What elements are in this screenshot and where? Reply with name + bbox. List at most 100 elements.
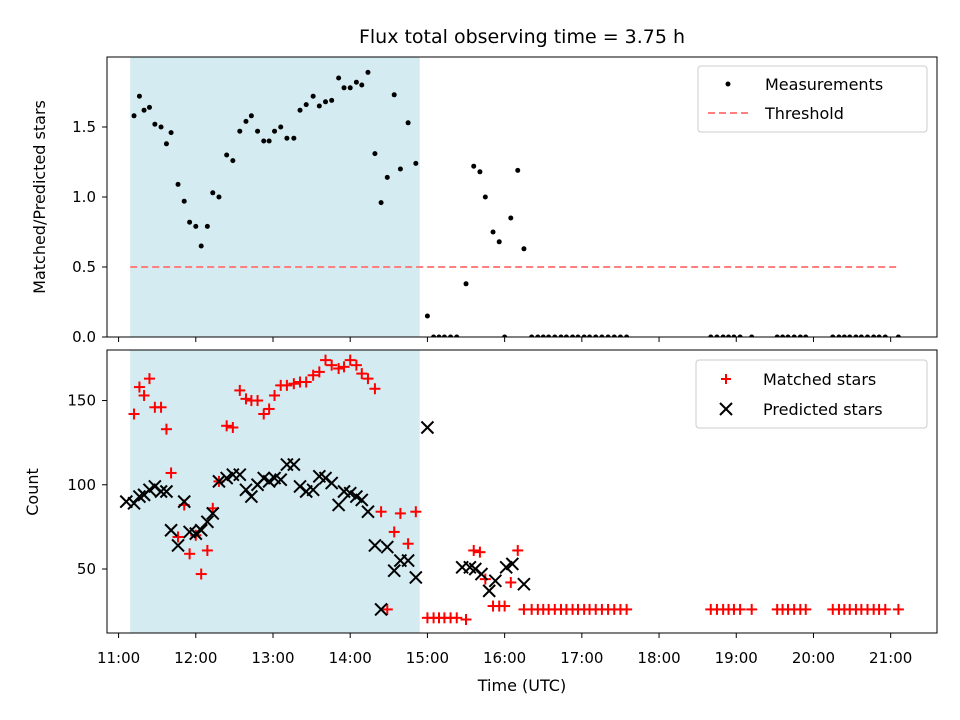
measurement-point bbox=[365, 69, 371, 75]
top-ylabel: Matched/Predicted stars bbox=[30, 100, 49, 294]
matched-star-point bbox=[221, 420, 233, 432]
predicted-star-point bbox=[212, 474, 226, 489]
bottom-xtick-label: 19:00 bbox=[715, 649, 758, 667]
measurement-point bbox=[266, 138, 272, 144]
predicted-star-point bbox=[164, 523, 178, 537]
predicted-star-point bbox=[200, 515, 215, 529]
legend-predicted-label: Predicted stars bbox=[763, 400, 883, 419]
matched-star-point bbox=[362, 373, 374, 385]
measurement-point bbox=[714, 334, 720, 337]
predicted-star-point bbox=[159, 484, 174, 499]
predicted-star-point bbox=[132, 489, 147, 504]
measurement-point bbox=[726, 334, 732, 337]
measurement-point bbox=[448, 334, 454, 337]
matched-star-point bbox=[300, 376, 312, 388]
measurement-point bbox=[575, 334, 581, 337]
measurement-point bbox=[336, 75, 342, 81]
matched-star-point bbox=[356, 368, 368, 380]
legend-measurements-marker bbox=[725, 81, 731, 87]
measurement-point bbox=[830, 334, 836, 337]
measurement-point bbox=[248, 113, 254, 119]
matched-star-point bbox=[227, 421, 239, 433]
predicted-star-point bbox=[177, 494, 191, 509]
measurement-point bbox=[540, 334, 546, 337]
matched-star-point bbox=[468, 544, 480, 556]
predicted-star-point bbox=[154, 484, 168, 499]
measurement-point bbox=[847, 334, 853, 337]
measurement-point bbox=[496, 239, 502, 245]
measurement-point bbox=[272, 128, 278, 134]
matched-star-point bbox=[269, 389, 281, 401]
measurement-point bbox=[378, 200, 384, 206]
matched-star-point bbox=[879, 603, 891, 615]
matched-star-point bbox=[138, 389, 150, 401]
measurement-point bbox=[141, 107, 147, 113]
measurement-point bbox=[737, 334, 743, 337]
bottom-xtick-label: 21:00 bbox=[869, 649, 912, 667]
measurement-point bbox=[391, 92, 397, 98]
matched-star-point bbox=[201, 544, 213, 556]
matched-star-point bbox=[344, 354, 356, 366]
matched-star-point bbox=[165, 467, 177, 479]
bottom-xlabel: Time (UTC) bbox=[477, 676, 566, 695]
measurement-point bbox=[255, 128, 261, 134]
measurement-point bbox=[552, 334, 558, 337]
matched-star-point bbox=[621, 603, 633, 615]
matched-star-point bbox=[160, 423, 172, 435]
measurement-point bbox=[708, 334, 714, 337]
bottom-plot-frame bbox=[106, 349, 938, 634]
matched-star-point bbox=[394, 507, 406, 519]
measurement-point bbox=[441, 334, 447, 337]
measurement-point bbox=[858, 334, 864, 337]
measurement-point bbox=[515, 167, 521, 173]
matched-star-point bbox=[350, 359, 362, 371]
matched-star-point bbox=[172, 531, 184, 543]
measurement-point bbox=[482, 194, 488, 200]
measurement-point bbox=[895, 334, 901, 337]
measurement-point bbox=[454, 334, 460, 337]
measurement-point bbox=[210, 190, 216, 196]
top-panel: 0.0 0.5 1.0 1.5 Matched/Predicted stars Mea… bbox=[30, 56, 938, 346]
measurement-point bbox=[853, 334, 859, 337]
measurement-point bbox=[405, 120, 411, 126]
measurement-point bbox=[797, 334, 803, 337]
measurement-point bbox=[871, 334, 877, 337]
predicted-star-point bbox=[380, 540, 394, 554]
measurement-point bbox=[230, 158, 236, 164]
measurement-point bbox=[297, 107, 303, 113]
matched-star-point bbox=[460, 614, 472, 626]
predicted-star-point bbox=[194, 523, 208, 537]
measurement-point bbox=[168, 130, 174, 136]
predicted-star-point bbox=[233, 467, 247, 482]
measurement-point bbox=[329, 97, 335, 103]
measurement-point bbox=[278, 124, 284, 130]
measurement-point bbox=[587, 334, 593, 337]
measurement-point bbox=[303, 102, 309, 108]
measurement-point bbox=[181, 198, 187, 204]
bottom-xtick-label: 17:00 bbox=[560, 649, 603, 667]
measurement-point bbox=[841, 334, 847, 337]
matched-star-point bbox=[128, 408, 140, 420]
matched-star-point bbox=[155, 401, 167, 413]
matched-star-point bbox=[474, 546, 486, 558]
legend-matched-marker bbox=[721, 374, 731, 384]
matched-star-point bbox=[307, 369, 319, 381]
predicted-star-point bbox=[287, 457, 301, 472]
predicted-star-point bbox=[324, 476, 339, 490]
matched-star-point bbox=[234, 384, 246, 396]
bottom-panel: 50 100 150 11:00 12:00 13:00 14:00 15:00 16:00 1… bbox=[23, 349, 938, 695]
top-ytick-label: 0.5 bbox=[72, 258, 96, 276]
predicted-star-point bbox=[517, 577, 531, 591]
chart-title: Flux total observing time = 3.75 h bbox=[359, 26, 685, 48]
measurement-point bbox=[599, 334, 605, 337]
predicted-star-point bbox=[420, 420, 435, 435]
measurement-point bbox=[529, 334, 535, 337]
measurement-point bbox=[284, 135, 290, 141]
predicted-star-point bbox=[488, 574, 503, 588]
measurement-point bbox=[163, 141, 169, 147]
matched-star-point bbox=[288, 378, 300, 390]
measurement-point bbox=[865, 334, 871, 337]
bottom-xtick-label: 18:00 bbox=[637, 649, 680, 667]
predicted-star-point bbox=[401, 553, 415, 568]
measurement-point bbox=[347, 85, 353, 91]
